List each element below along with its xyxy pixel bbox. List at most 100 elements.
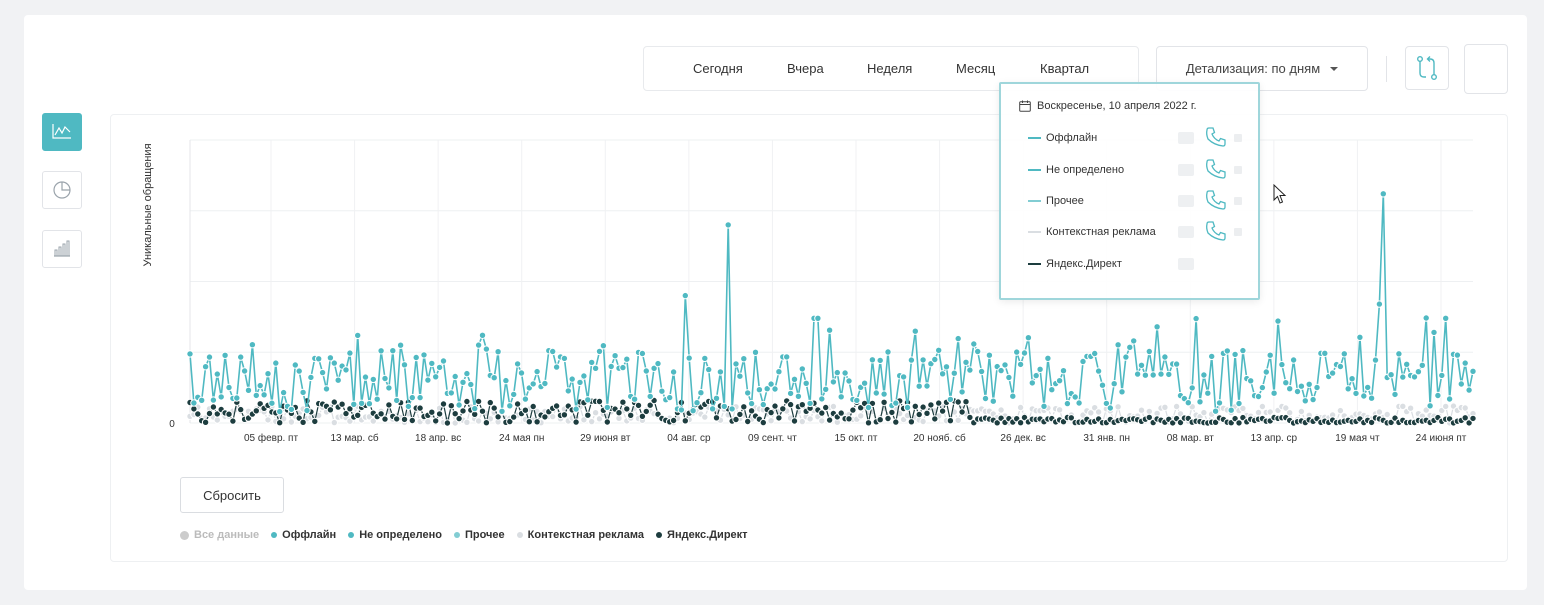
series-context-ads-point xyxy=(549,412,557,421)
legend-label: Прочее xyxy=(464,529,505,541)
tooltip-value xyxy=(1234,228,1242,236)
legend-item-all[interactable]: Все данные xyxy=(180,529,259,541)
legend-item-yandex-direct[interactable]: Яндекс.Директ xyxy=(656,529,748,541)
series-offline-point xyxy=(498,407,506,415)
series-offline-point xyxy=(822,385,830,393)
series-yandex-direct-point xyxy=(229,417,237,425)
period-today-button[interactable]: Сегодня xyxy=(693,61,743,76)
bar-chart-icon xyxy=(54,240,70,257)
series-offline-point xyxy=(389,347,397,355)
series-context-ads-point xyxy=(1145,407,1154,416)
series-offline-point xyxy=(1282,379,1290,387)
series-context-ads-point xyxy=(1406,404,1415,412)
series-offline-point xyxy=(841,369,849,377)
series-offline-point xyxy=(1196,398,1204,406)
legend-marker xyxy=(180,530,189,540)
series-offline-point xyxy=(1102,399,1111,408)
series-offline-point xyxy=(1328,369,1337,377)
series-offline-point xyxy=(1410,373,1419,381)
series-offline-point xyxy=(818,395,826,403)
series-offline-point xyxy=(790,375,799,383)
series-yandex-direct-point xyxy=(338,400,346,408)
series-offline-point xyxy=(471,404,479,413)
period-week-button[interactable]: Неделя xyxy=(867,61,913,76)
series-offline-point xyxy=(1258,383,1267,392)
series-offline-point xyxy=(755,386,764,394)
series-yandex-direct-point xyxy=(572,418,580,426)
series-offline-point xyxy=(584,396,592,404)
series-offline-point xyxy=(595,347,604,356)
legend-label: Яндекс.Директ xyxy=(667,529,748,541)
series-yandex-direct-point xyxy=(954,398,962,406)
series-offline-point xyxy=(209,396,218,404)
line-chart-view-button[interactable] xyxy=(42,113,82,151)
series-context-ads-point xyxy=(1442,402,1450,411)
swap-button[interactable] xyxy=(1405,46,1449,90)
swap-icon xyxy=(1416,56,1438,81)
series-offline-point xyxy=(705,365,713,374)
series-yandex-direct-point xyxy=(486,398,494,407)
series-offline-point xyxy=(989,397,997,405)
series-offline-point xyxy=(1442,314,1450,322)
legend-item-offline[interactable]: Оффлайн xyxy=(271,529,336,541)
series-offline-point xyxy=(931,355,939,364)
series-offline-point xyxy=(1094,367,1103,375)
series-offline-point xyxy=(369,375,377,384)
series-yandex-direct-point xyxy=(381,415,389,423)
series-offline-point xyxy=(685,354,693,362)
series-offline-point xyxy=(697,389,705,397)
series-offline-point xyxy=(467,380,475,389)
series-offline-point xyxy=(907,356,916,364)
series-yandex-direct-point xyxy=(205,409,214,418)
series-offline-point xyxy=(342,366,350,374)
series-offline-point xyxy=(970,340,978,348)
series-yandex-direct-point xyxy=(552,402,561,410)
series-offline-point xyxy=(1028,379,1037,387)
tooltip-series-marker xyxy=(1028,231,1041,233)
series-offline-point xyxy=(814,314,822,322)
series-offline-point xyxy=(330,359,338,367)
series-offline-point xyxy=(424,376,432,384)
period-selector: Сегодня Вчера Неделя Месяц Квартал xyxy=(643,46,1139,91)
pie-chart-view-button[interactable] xyxy=(42,171,82,209)
series-offline-point xyxy=(1231,350,1239,359)
series-offline-point xyxy=(981,394,990,403)
series-offline-point xyxy=(1321,349,1329,357)
series-yandex-direct-point xyxy=(1461,414,1469,422)
tooltip-row-undefined: Не определено xyxy=(1028,159,1248,181)
series-yandex-direct-point xyxy=(634,401,643,410)
series-yandex-direct-point xyxy=(786,400,795,409)
series-offline-point xyxy=(829,378,838,386)
legend-item-context-ads[interactable]: Контекстная реклама xyxy=(516,529,644,541)
legend-item-undefined[interactable]: Не определено xyxy=(348,529,442,541)
series-offline-point xyxy=(1188,384,1196,392)
series-yandex-direct-point xyxy=(775,414,783,422)
series-offline-point xyxy=(619,363,627,372)
legend-item-other[interactable]: Прочее xyxy=(453,529,505,541)
series-offline-point xyxy=(884,348,892,356)
series-offline-point xyxy=(1145,347,1154,356)
period-month-button[interactable]: Месяц xyxy=(956,61,996,76)
series-offline-point xyxy=(1106,404,1115,412)
series-offline-point xyxy=(985,351,994,359)
series-offline-point xyxy=(1254,392,1263,401)
series-offline-point xyxy=(295,367,303,375)
extra-button[interactable] xyxy=(1464,44,1508,94)
series-yandex-direct-point xyxy=(510,413,518,421)
series-yandex-direct-point xyxy=(455,414,463,423)
series-offline-point xyxy=(962,358,970,366)
series-offline-point xyxy=(658,387,666,395)
series-yandex-direct-point xyxy=(744,417,752,426)
series-offline-point xyxy=(880,390,888,398)
period-quarter-button[interactable]: Квартал xyxy=(1040,61,1090,76)
reset-button[interactable]: Сбросить xyxy=(180,477,284,513)
series-offline-point xyxy=(689,407,697,415)
series-context-ads-point xyxy=(767,417,775,425)
period-yesterday-button[interactable]: Вчера xyxy=(787,61,824,76)
series-context-ads-point xyxy=(701,413,709,421)
series-yandex-direct-point xyxy=(385,401,393,409)
series-context-ads-point xyxy=(1161,403,1169,411)
bar-chart-view-button[interactable] xyxy=(42,230,82,268)
series-offline-point xyxy=(794,392,803,400)
series-offline-point xyxy=(400,361,409,369)
